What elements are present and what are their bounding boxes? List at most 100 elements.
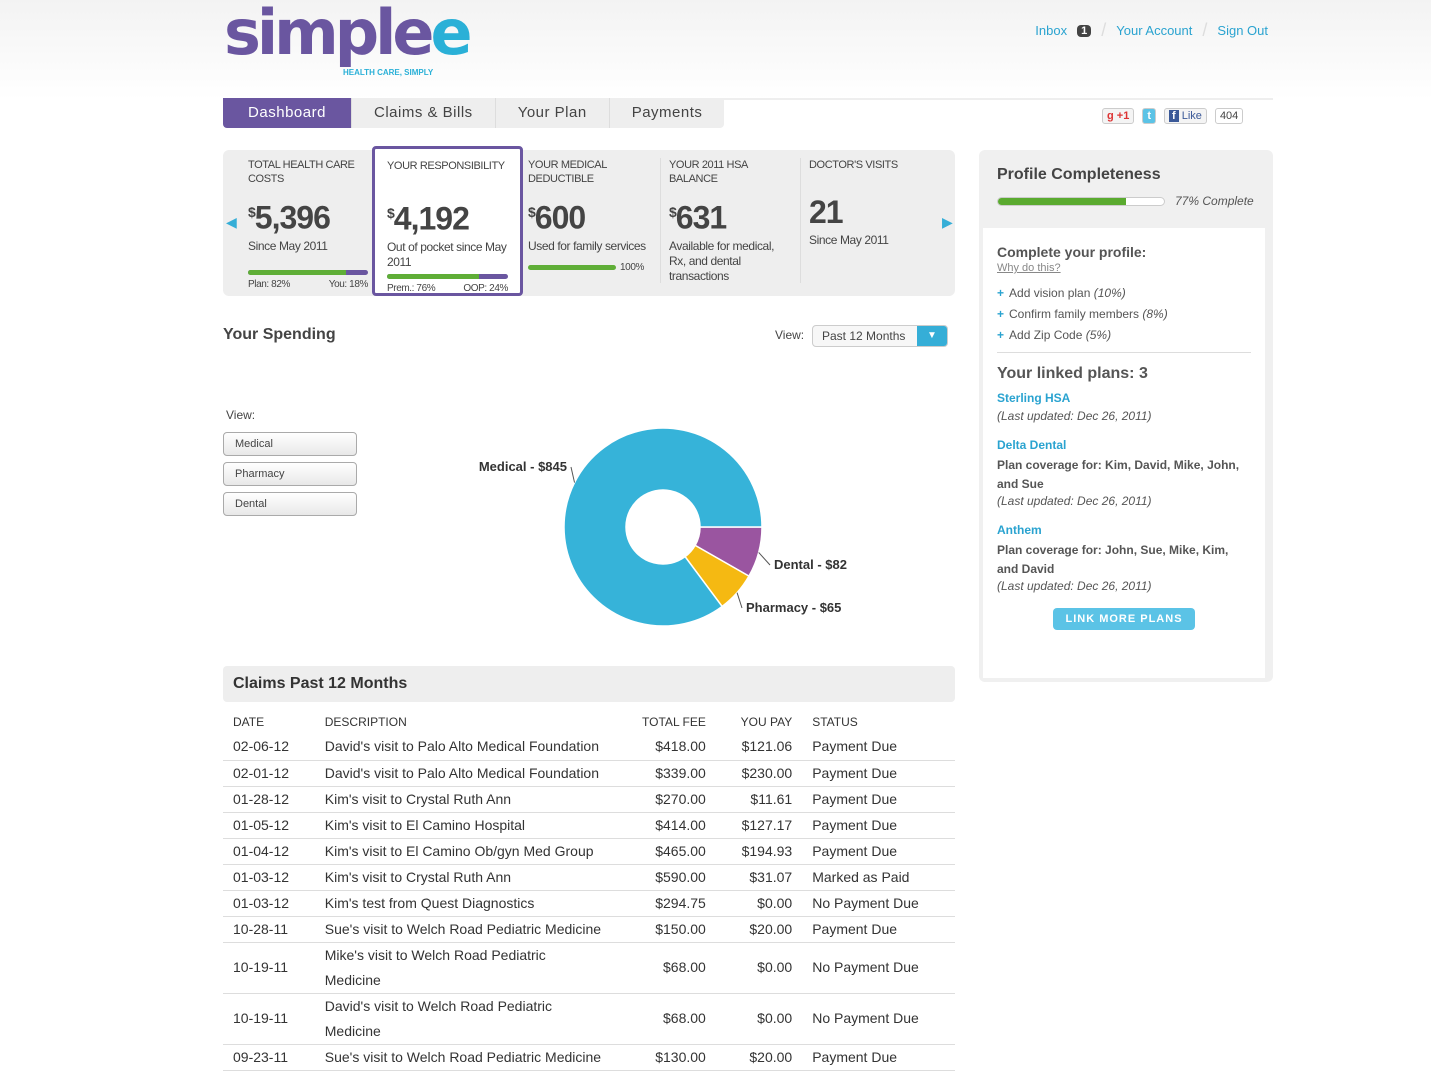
- table-row[interactable]: 01-03-12 Kim's test from Quest Diagnostic…: [223, 890, 955, 917]
- table-row[interactable]: 01-04-12 Kim's visit to El Camino Ob/gyn …: [223, 838, 955, 865]
- inbox-link[interactable]: Inbox: [1035, 23, 1068, 38]
- deductible-pct: 100%: [620, 261, 644, 273]
- stat-value: 5,396: [254, 199, 331, 236]
- linked-plan: Delta Dental Plan coverage for: Kim, Davi…: [997, 438, 1251, 508]
- top-links: Inbox 1 / Your Account / Sign Out: [1035, 20, 1268, 41]
- link-more-plans-button[interactable]: LINK MORE PLANS: [1053, 608, 1195, 630]
- tab-your-plan[interactable]: Your Plan: [496, 98, 610, 128]
- task-label: Add Zip Code: [1009, 328, 1083, 342]
- status-cell: Payment Due: [802, 916, 955, 943]
- spending-donut-chart: Medical - $845 Dental - $82 Pharmacy - $65: [479, 427, 847, 627]
- you-pay-cell: $0.00: [715, 890, 803, 917]
- status-cell: Payment Due: [802, 786, 955, 813]
- you-pay-cell: $11.61: [715, 786, 803, 813]
- total-fee-cell: $339.00: [614, 760, 716, 787]
- header-bg: [0, 0, 1431, 100]
- prem-pct: Prem.: 76%: [387, 282, 436, 294]
- stat-responsibility[interactable]: YOUR RESPONSIBILITY $4,192 Out of pocket…: [372, 146, 523, 296]
- total-fee-cell: $68.00: [614, 993, 716, 1045]
- column-header: STATUS: [812, 715, 858, 729]
- carousel-prev-icon[interactable]: ◀: [226, 214, 237, 230]
- table-row[interactable]: 02-01-12 David's visit to Palo Alto Medic…: [223, 760, 955, 787]
- date-cell: 01-03-12: [223, 864, 315, 891]
- you-pay-cell: $0.00: [715, 993, 803, 1045]
- stat-desc: Out of pocket since May 2011: [387, 239, 507, 269]
- logo[interactable]: simplee: [224, 0, 473, 69]
- you-pay-cell: $194.93: [715, 838, 803, 865]
- spending-title: Your Spending: [223, 326, 336, 343]
- carousel-next-icon[interactable]: ▶: [942, 214, 953, 230]
- filter-dental-button[interactable]: Dental: [223, 492, 357, 516]
- your-account-link[interactable]: Your Account: [1116, 23, 1193, 38]
- table-row[interactable]: 09-23-11 Sue's visit to Welch Road Pediat…: [223, 1044, 955, 1071]
- table-row[interactable]: 10-19-11 Mike's visit to Welch Road Pedia…: [223, 942, 955, 994]
- description-cell: David's visit to Welch Road Pediatric Me…: [314, 993, 615, 1045]
- period-value: Past 12 Months: [822, 329, 906, 343]
- total-fee-cell: $270.00: [614, 786, 716, 813]
- status-cell: No Payment Due: [802, 890, 955, 917]
- stat-visits: DOCTOR'S VISITS 21 Since May 2011: [800, 158, 930, 283]
- like-count: 404: [1214, 108, 1244, 124]
- table-row[interactable]: 01-28-12 Kim's visit to Crystal Ruth Ann $…: [223, 786, 955, 813]
- date-cell: 01-03-12: [223, 890, 315, 917]
- total-fee-cell: $150.00: [614, 916, 716, 943]
- period-select[interactable]: Past 12 Months ▼: [812, 325, 948, 347]
- task-label: Confirm family members: [1009, 307, 1140, 321]
- tab-payments[interactable]: Payments: [631, 104, 703, 121]
- plan-updated: (Last updated: Dec 26, 2011): [997, 494, 1152, 508]
- leader-line: [758, 552, 771, 566]
- table-row[interactable]: 02-06-12 David's visit to Palo Alto Medic…: [223, 734, 955, 761]
- stat-value: 600: [534, 199, 586, 236]
- slice-medical[interactable]: [563, 427, 763, 627]
- description-cell: Mike's visit to Welch Road Pediatric Med…: [314, 942, 615, 994]
- plan-pct: Plan: 82%: [248, 278, 290, 290]
- table-row[interactable]: 01-05-12 Kim's visit to El Camino Hospita…: [223, 812, 955, 839]
- sign-out-link[interactable]: Sign Out: [1217, 23, 1268, 38]
- profile-body: Complete your profile: Why do this? + Add…: [983, 228, 1265, 678]
- claims-table: DATE DESCRIPTION TOTAL FEE YOU PAY STATUS 02…: [223, 710, 955, 1071]
- profile-task[interactable]: + Add Zip Code (5%): [997, 328, 1251, 342]
- google-plus-button[interactable]: g +1: [1102, 108, 1135, 124]
- you-pay-cell: $127.17: [715, 812, 803, 839]
- chevron-down-icon: ▼: [917, 326, 947, 346]
- description-cell: Kim's visit to El Camino Hospital: [314, 812, 615, 839]
- you-pay-cell: $0.00: [715, 942, 803, 994]
- date-cell: 02-06-12: [223, 734, 315, 761]
- tab-claims-bills[interactable]: Claims & Bills: [352, 98, 496, 128]
- total-fee-cell: $414.00: [614, 812, 716, 839]
- status-cell: Payment Due: [802, 1044, 955, 1071]
- column-header: DATE: [233, 715, 265, 729]
- status-cell: Payment Due: [802, 838, 955, 865]
- table-row[interactable]: 01-03-12 Kim's visit to Crystal Ruth Ann $…: [223, 864, 955, 891]
- filter-pharmacy-button[interactable]: Pharmacy: [223, 462, 357, 486]
- linked-plan: Sterling HSA (Last updated: Dec 26, 2011): [997, 391, 1251, 423]
- you-pay-cell: $121.06: [715, 734, 803, 761]
- facebook-like-button[interactable]: f Like: [1164, 108, 1207, 124]
- header-divider: [223, 98, 1273, 100]
- task-pct: (10%): [1093, 286, 1126, 300]
- stat-deductible: YOUR MEDICAL DEDUCTIBLE $600 Used for fa…: [528, 158, 653, 273]
- date-cell: 01-05-12: [223, 812, 315, 839]
- plan-link[interactable]: Anthem: [997, 523, 1042, 537]
- stat-value: 21: [809, 194, 844, 230]
- currency: $: [248, 204, 256, 220]
- main-nav: Dashboard Claims & Bills Your Plan Payme…: [223, 98, 725, 128]
- filter-medical-button[interactable]: Medical: [223, 432, 357, 456]
- plan-link[interactable]: Sterling HSA: [997, 391, 1071, 405]
- currency: $: [669, 204, 677, 220]
- stat-title: YOUR MEDICAL DEDUCTIBLE: [528, 159, 607, 185]
- profile-task[interactable]: + Add vision plan (10%): [997, 286, 1251, 300]
- why-link[interactable]: Why do this?: [997, 262, 1061, 274]
- social-buttons: g +1 t f Like 404: [1102, 108, 1244, 124]
- table-row[interactable]: 10-19-11 David's visit to Welch Road Pedi…: [223, 993, 955, 1045]
- date-cell: 10-28-11: [223, 916, 315, 943]
- date-cell: 01-28-12: [223, 786, 315, 813]
- tab-dashboard[interactable]: Dashboard: [223, 98, 352, 128]
- profile-task[interactable]: + Confirm family members (8%): [997, 307, 1251, 321]
- twitter-icon[interactable]: t: [1142, 108, 1157, 124]
- plan-link[interactable]: Delta Dental: [997, 438, 1067, 452]
- plus-icon: +: [997, 328, 1005, 342]
- table-row[interactable]: 10-28-11 Sue's visit to Welch Road Pediat…: [223, 916, 955, 943]
- plan-updated: (Last updated: Dec 26, 2011): [997, 579, 1152, 593]
- description-cell: Sue's visit to Welch Road Pediatric Medi…: [314, 916, 615, 943]
